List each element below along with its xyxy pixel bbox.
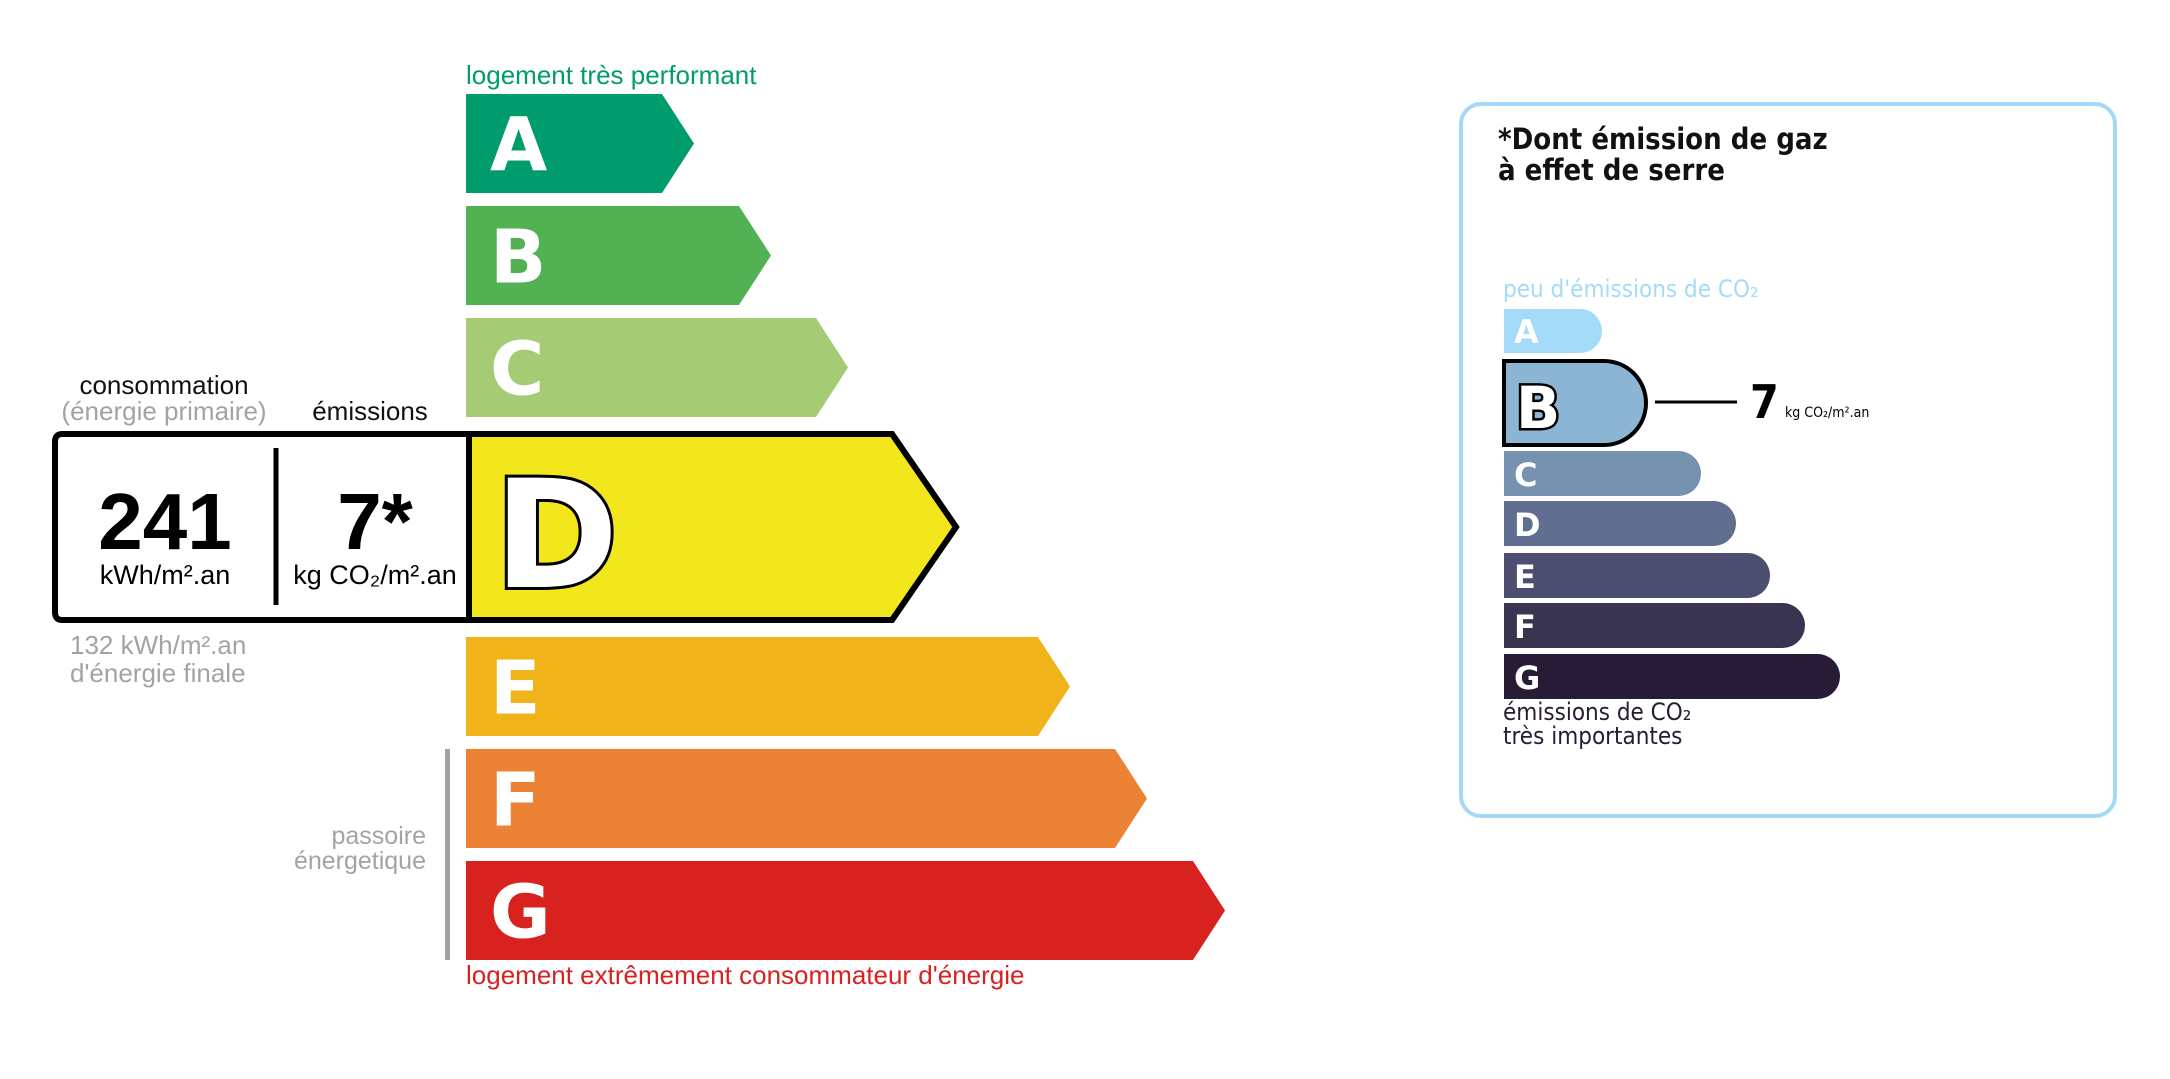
consumption-unit: kWh/m².an	[99, 560, 231, 590]
energy-top-label: logement très performant	[466, 60, 757, 90]
energy-bar-G	[466, 861, 1225, 960]
ges-value: 7	[1750, 375, 1779, 429]
ges-bar-G	[1504, 654, 1840, 699]
passoire-bracket	[445, 749, 450, 960]
energy-bottom-label: logement extrêmement consommateur d'éner…	[466, 960, 1025, 990]
ges-unit: kg CO₂/m².an	[1785, 405, 1870, 421]
ges-letter-F: F	[1514, 608, 1536, 646]
ges-top-label: peu d'émissions de CO₂	[1503, 275, 1759, 303]
passoire-line1: passoire	[331, 822, 427, 850]
ges-letter-D: D	[1514, 506, 1541, 544]
final-energy-value: 132 kWh/m².an	[70, 630, 247, 660]
energy-bar-E	[466, 637, 1070, 736]
consumption-value: 241	[98, 477, 232, 566]
ges-letter-B: B	[1516, 374, 1560, 442]
energy-letter-D: D	[494, 449, 619, 623]
ges-title-line1: *Dont émission de gaz	[1498, 122, 1828, 156]
consumption-subheader: (énergie primaire)	[61, 396, 267, 426]
energy-letter-A: A	[490, 103, 547, 189]
ges-bar-D	[1504, 501, 1736, 546]
ges-title: *Dont émission de gaz à effet de serre	[1498, 124, 1828, 186]
ges-bar-F	[1504, 603, 1805, 648]
ges-bottom-line2: très importantes	[1503, 722, 1683, 750]
ges-bar-A	[1504, 309, 1602, 353]
ges-letter-A: A	[1514, 313, 1539, 351]
consumption-header: consommation	[79, 370, 249, 400]
ges-letter-E: E	[1514, 558, 1536, 596]
energy-bar-C	[466, 318, 848, 417]
emissions-unit: kg CO₂/m².an	[293, 560, 457, 590]
energy-bar-A	[466, 94, 694, 193]
ges-bar-C	[1504, 451, 1701, 496]
ges-letter-G: G	[1514, 659, 1540, 697]
final-energy-label: d'énergie finale	[70, 658, 246, 688]
passoire-line2: énergetique	[293, 847, 426, 875]
ges-title-line2: à effet de serre	[1498, 153, 1725, 187]
energy-letter-B: B	[490, 215, 546, 301]
ges-bar-B	[1502, 359, 1648, 447]
energy-bar-D	[466, 431, 960, 623]
emissions-header: émissions	[312, 396, 428, 426]
ges-bar-E	[1504, 553, 1771, 598]
emissions-value: 7*	[337, 477, 413, 566]
energy-bar-B	[466, 206, 771, 305]
ges-panel	[1459, 102, 2117, 818]
energy-bar-F	[466, 749, 1147, 848]
ges-bottom-label: émissions de CO₂ très importantes	[1503, 700, 1691, 748]
ges-letter-C: C	[1514, 456, 1537, 494]
energy-letter-G: G	[490, 870, 551, 956]
energy-letter-F: F	[490, 758, 541, 844]
ges-bottom-line1: émissions de CO₂	[1503, 698, 1692, 726]
energy-letter-E: E	[490, 646, 541, 732]
energy-letter-C: C	[490, 327, 544, 413]
